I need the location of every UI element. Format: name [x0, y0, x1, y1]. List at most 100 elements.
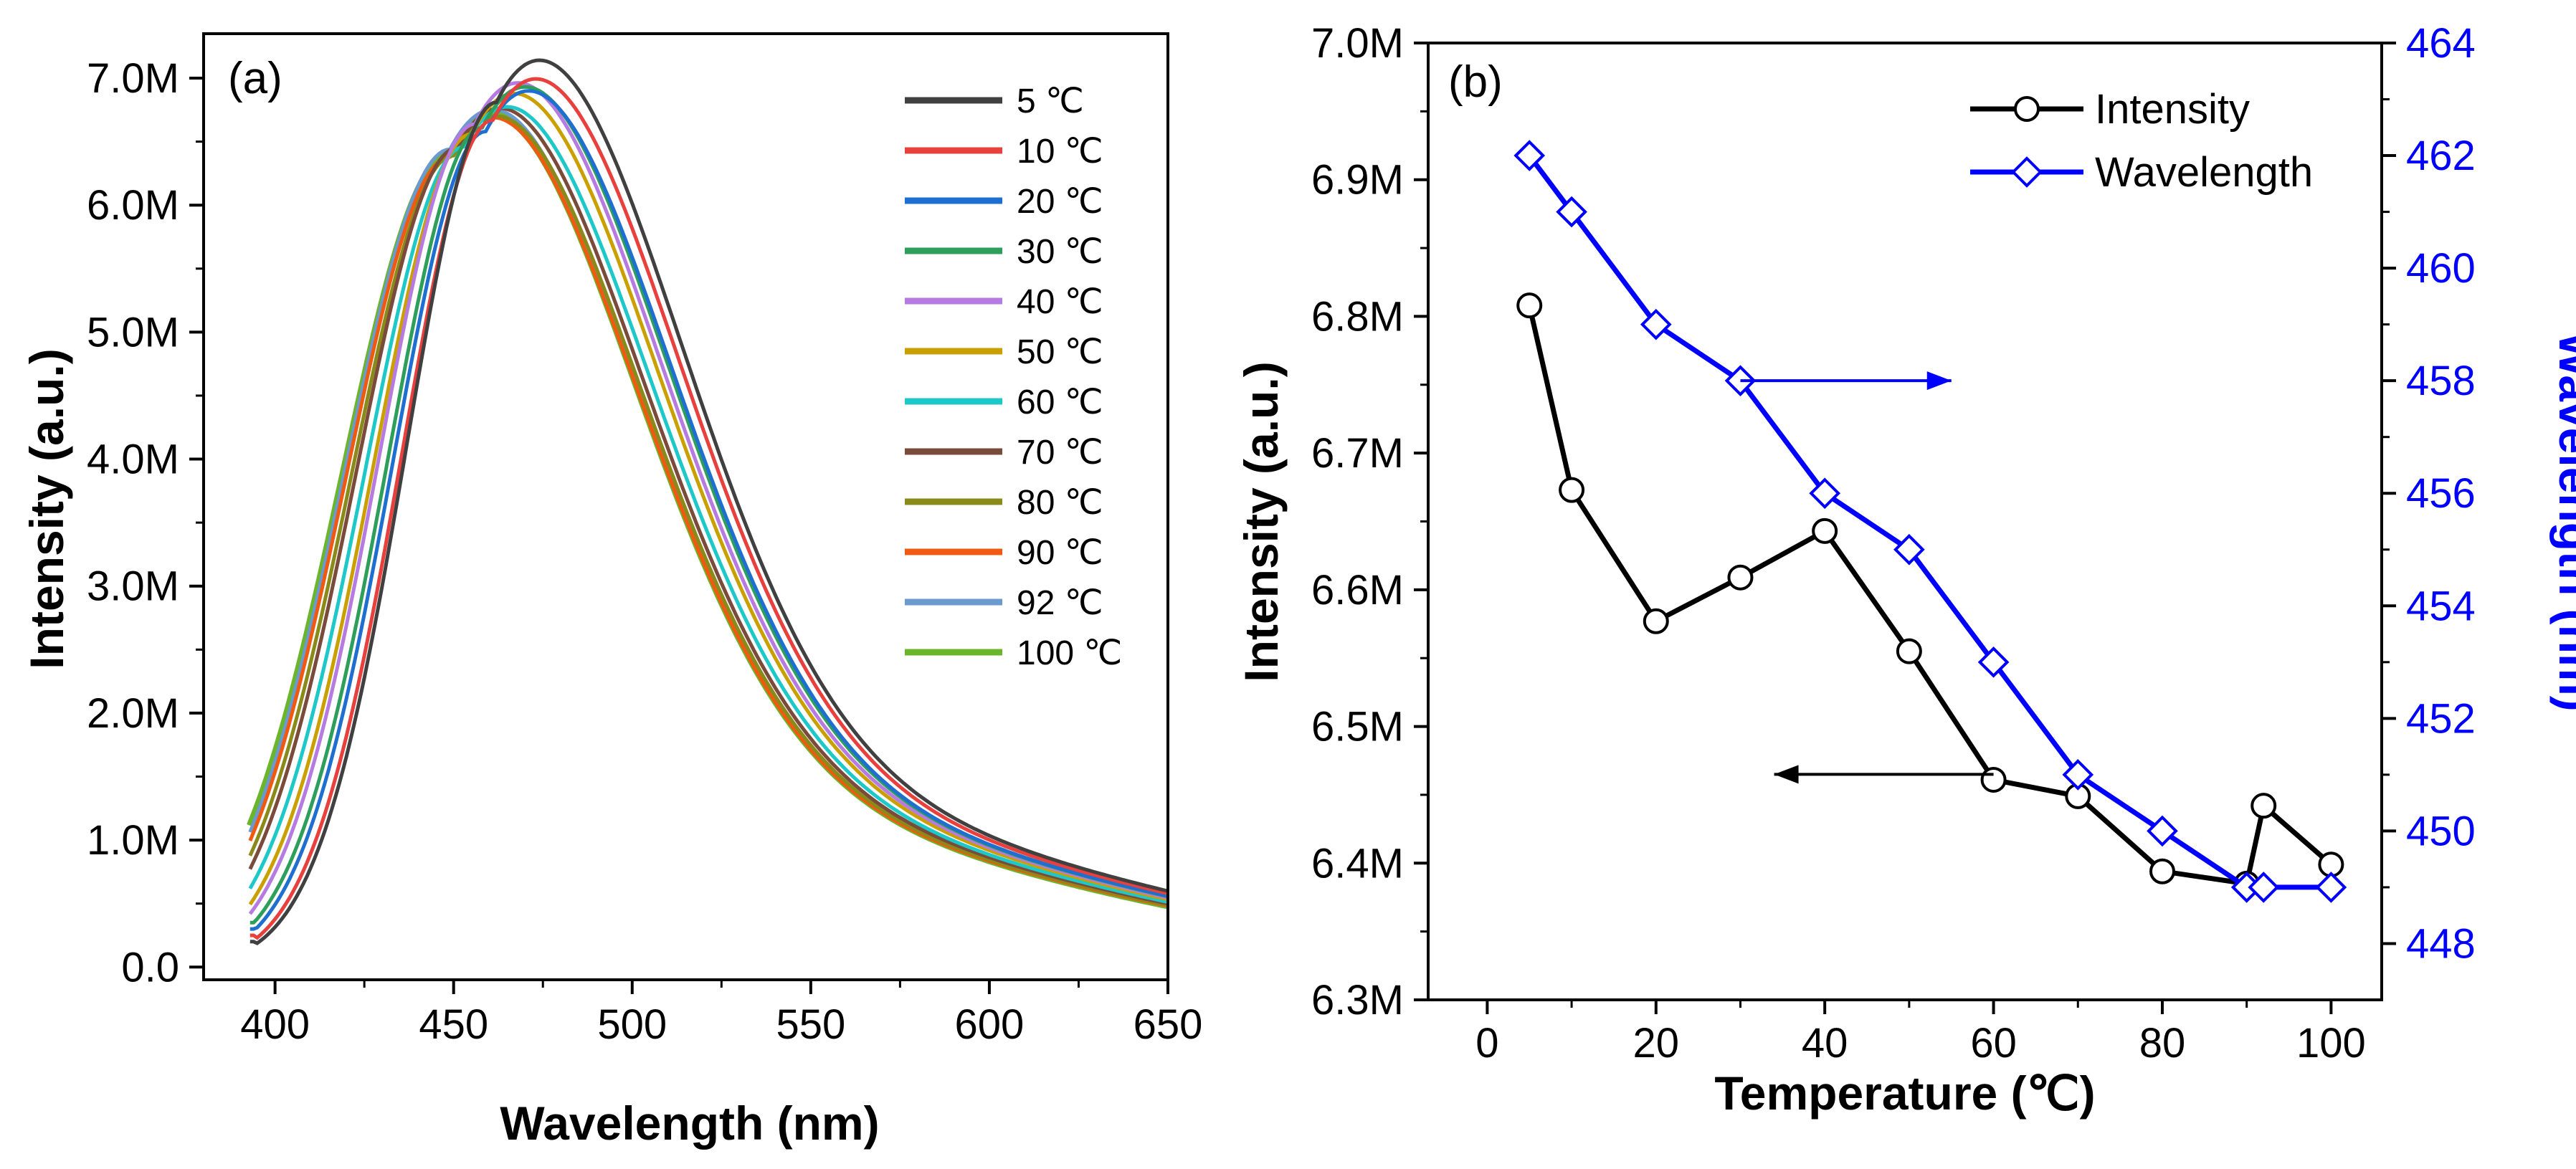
- panel-b-legend-marker: [2011, 156, 2043, 188]
- panel-a-x-tick-label: 400: [240, 1001, 310, 1048]
- panel-a-y-tick-label: 3.0M: [87, 563, 179, 610]
- panel-b-x-tick-label: 40: [1802, 1020, 1848, 1067]
- panel-b-y2-tick-label: 450: [2406, 808, 2476, 854]
- panel-a-y-axis-title: Intensity (a.u.): [20, 348, 73, 669]
- panel-b-x-tick-label: 0: [1475, 1020, 1498, 1067]
- panel-b-y-tick-label: 6.6M: [1311, 567, 1404, 614]
- panel-b-y2-tick-label: 448: [2406, 920, 2476, 967]
- panel-b-series-line-wavelength: [1527, 153, 2332, 890]
- panel-a-series-line: [249, 58, 1169, 945]
- panel-b-intensity-point: [1980, 766, 2007, 793]
- panel-b-y-tick-label: 6.7M: [1311, 430, 1404, 477]
- panel-a-legend-label: 5 ℃: [1017, 82, 1084, 120]
- panel-b-wavelength-point: [1640, 308, 1672, 340]
- panel-a-legend-label: 80 ℃: [1017, 484, 1103, 522]
- panel-b-y-axis-title: Intensity (a.u.): [1235, 361, 1288, 682]
- panel-a-y-tick-label: 4.0M: [87, 436, 179, 483]
- panel-b-x-tick-label: 100: [2296, 1020, 2366, 1067]
- panel-a-legend-label: 20 ℃: [1017, 183, 1103, 221]
- panel-a-label: (a): [228, 54, 282, 103]
- panel-a-x-tick-label: 600: [955, 1001, 1025, 1048]
- panel-a-spectra-chart: 400 450 500 550 600 650 0.0 1.0M 2.0M 3.0M 4.0M 5.…: [20, 32, 1202, 1150]
- panel-a-legend-label: 70 ℃: [1017, 434, 1103, 472]
- panel-a-legend-label: 92 ℃: [1017, 584, 1103, 622]
- panel-a-x-axis-title: Wavelength (nm): [500, 1097, 879, 1150]
- panel-b-x-axis-title: Temperature (℃): [1714, 1067, 2095, 1120]
- panel-b-legend-label: Wavelength: [2095, 149, 2313, 196]
- panel-b-y2-tick-label: 456: [2406, 470, 2476, 517]
- panel-b-intensity-point: [2251, 793, 2277, 819]
- panel-a-legend-label: 60 ℃: [1017, 383, 1103, 421]
- panel-b-y2-tick-label: 454: [2406, 583, 2476, 629]
- panel-b-intensity-point: [1727, 564, 1754, 591]
- panel-a-series-line: [248, 105, 1169, 904]
- panel-b-x-ticks: 0 20 40 60 80 100: [1475, 1000, 2366, 1067]
- panel-b-intensity-point: [1812, 517, 1838, 544]
- panel-a-legend-label: 30 ℃: [1017, 233, 1103, 271]
- panel-a-x-tick-label: 450: [419, 1001, 488, 1048]
- panel-b-y-tick-label: 6.4M: [1311, 840, 1404, 887]
- panel-b-wavelength-point: [1809, 477, 1841, 510]
- panel-b-y2-tick-label: 464: [2406, 20, 2476, 67]
- panel-a-series-line: [249, 89, 1169, 931]
- panel-b-arrow-head: [1926, 371, 1952, 391]
- panel-a-legend-label: 40 ℃: [1017, 283, 1103, 321]
- panel-a-y-tick-label: 2.0M: [87, 690, 179, 737]
- panel-b-y-tick-label: 6.8M: [1311, 293, 1404, 340]
- panel-b-wavelength-point: [2147, 815, 2178, 847]
- panel-a-x-tick-label: 650: [1133, 1001, 1203, 1048]
- panel-b-temperature-chart: 0 20 40 60 80 100 6.3M 6.4M 6.5M 6.6M 6.7M 6.8M 6.9…: [1235, 20, 2576, 1120]
- panel-b-arrows: [1740, 371, 1994, 784]
- panel-b-wavelength-point: [2315, 872, 2347, 903]
- panel-b-y2-tick-label: 458: [2406, 358, 2476, 404]
- panel-a-series-line: [248, 106, 1169, 906]
- panel-a-legend-label: 10 ℃: [1017, 133, 1103, 171]
- panel-b-intensity-point: [1559, 477, 1585, 503]
- panel-a-plot-frame: [202, 32, 1169, 981]
- panel-a-legend: 5 ℃ 10 ℃ 20 ℃ 30 ℃ 40 ℃ 50 ℃ 60 ℃ 70 ℃ 80 ℃ 90 ℃ 9…: [905, 82, 1122, 672]
- panel-b-y-tick-label: 6.3M: [1311, 977, 1404, 1024]
- panel-b-y2-tick-label: 460: [2406, 245, 2476, 292]
- panel-a-series-line: [249, 77, 1169, 940]
- panel-a-series-line: [248, 91, 1169, 906]
- panel-b-intensity-point: [1516, 292, 1543, 319]
- panel-a-y-tick-label: 5.0M: [87, 309, 179, 356]
- panel-b-legend-marker: [2014, 96, 2040, 122]
- panel-b-label: (b): [1448, 57, 1503, 107]
- panel-b-wavelength-point: [1977, 646, 2010, 678]
- panel-b-legend-label: Intensity: [2095, 86, 2250, 133]
- panel-a-x-tick-label: 500: [597, 1001, 667, 1048]
- panel-b-intensity-point: [1643, 608, 1669, 634]
- panel-a-series-line: [248, 114, 1169, 907]
- panel-b-arrow-head: [1774, 765, 1799, 784]
- panel-a-y-tick-label: 7.0M: [87, 55, 179, 102]
- panel-a-curves: [247, 58, 1169, 945]
- panel-b-wavelength-point: [2062, 759, 2094, 791]
- panel-a-legend-label: 50 ℃: [1017, 333, 1103, 371]
- panel-b-y2-axis-title: Wavelength (nm): [2549, 332, 2576, 711]
- panel-b-y-tick-label: 6.5M: [1311, 704, 1404, 750]
- panel-b-intensity-point: [2149, 858, 2175, 884]
- panel-a-legend-label: 100 ℃: [1017, 634, 1122, 672]
- panel-b-y2-tick-label: 452: [2406, 695, 2476, 742]
- panel-b-wavelength-point: [1513, 140, 1546, 171]
- panel-b-wavelength-point: [1556, 196, 1587, 228]
- panel-b-y-tick-label: 6.9M: [1311, 157, 1404, 204]
- panel-a-x-ticks: 400 450 500 550 600 650: [240, 980, 1202, 1048]
- panel-b-y-ticks: 6.3M 6.4M 6.5M 6.6M 6.7M 6.8M 6.9M 7.0M: [1311, 20, 1428, 1024]
- panel-b-wavelength-point: [2248, 872, 2280, 903]
- panel-b-y2-ticks: 448 450 452 454 456 458 460 462 464: [2382, 20, 2476, 967]
- panel-b-intensity-point: [1896, 638, 1922, 664]
- panel-b-y2-tick-label: 462: [2406, 133, 2476, 179]
- panel-b-x-tick-label: 60: [1970, 1020, 2017, 1067]
- panel-a-y-tick-label: 6.0M: [87, 182, 179, 229]
- panel-a-y-tick-label: 0.0: [121, 944, 179, 991]
- panel-b-y-tick-label: 7.0M: [1311, 20, 1404, 67]
- panel-b-legend: Intensity Wavelength: [1970, 86, 2313, 196]
- panel-a-y-tick-label: 1.0M: [87, 817, 179, 864]
- panel-a-legend-label: 90 ℃: [1017, 534, 1103, 572]
- panel-a-y-ticks: 0.0 1.0M 2.0M 3.0M 4.0M 5.0M 6.0M 7.0M: [87, 55, 204, 991]
- panel-b-x-tick-label: 20: [1633, 1020, 1680, 1067]
- panel-a-series-line: [248, 81, 1169, 915]
